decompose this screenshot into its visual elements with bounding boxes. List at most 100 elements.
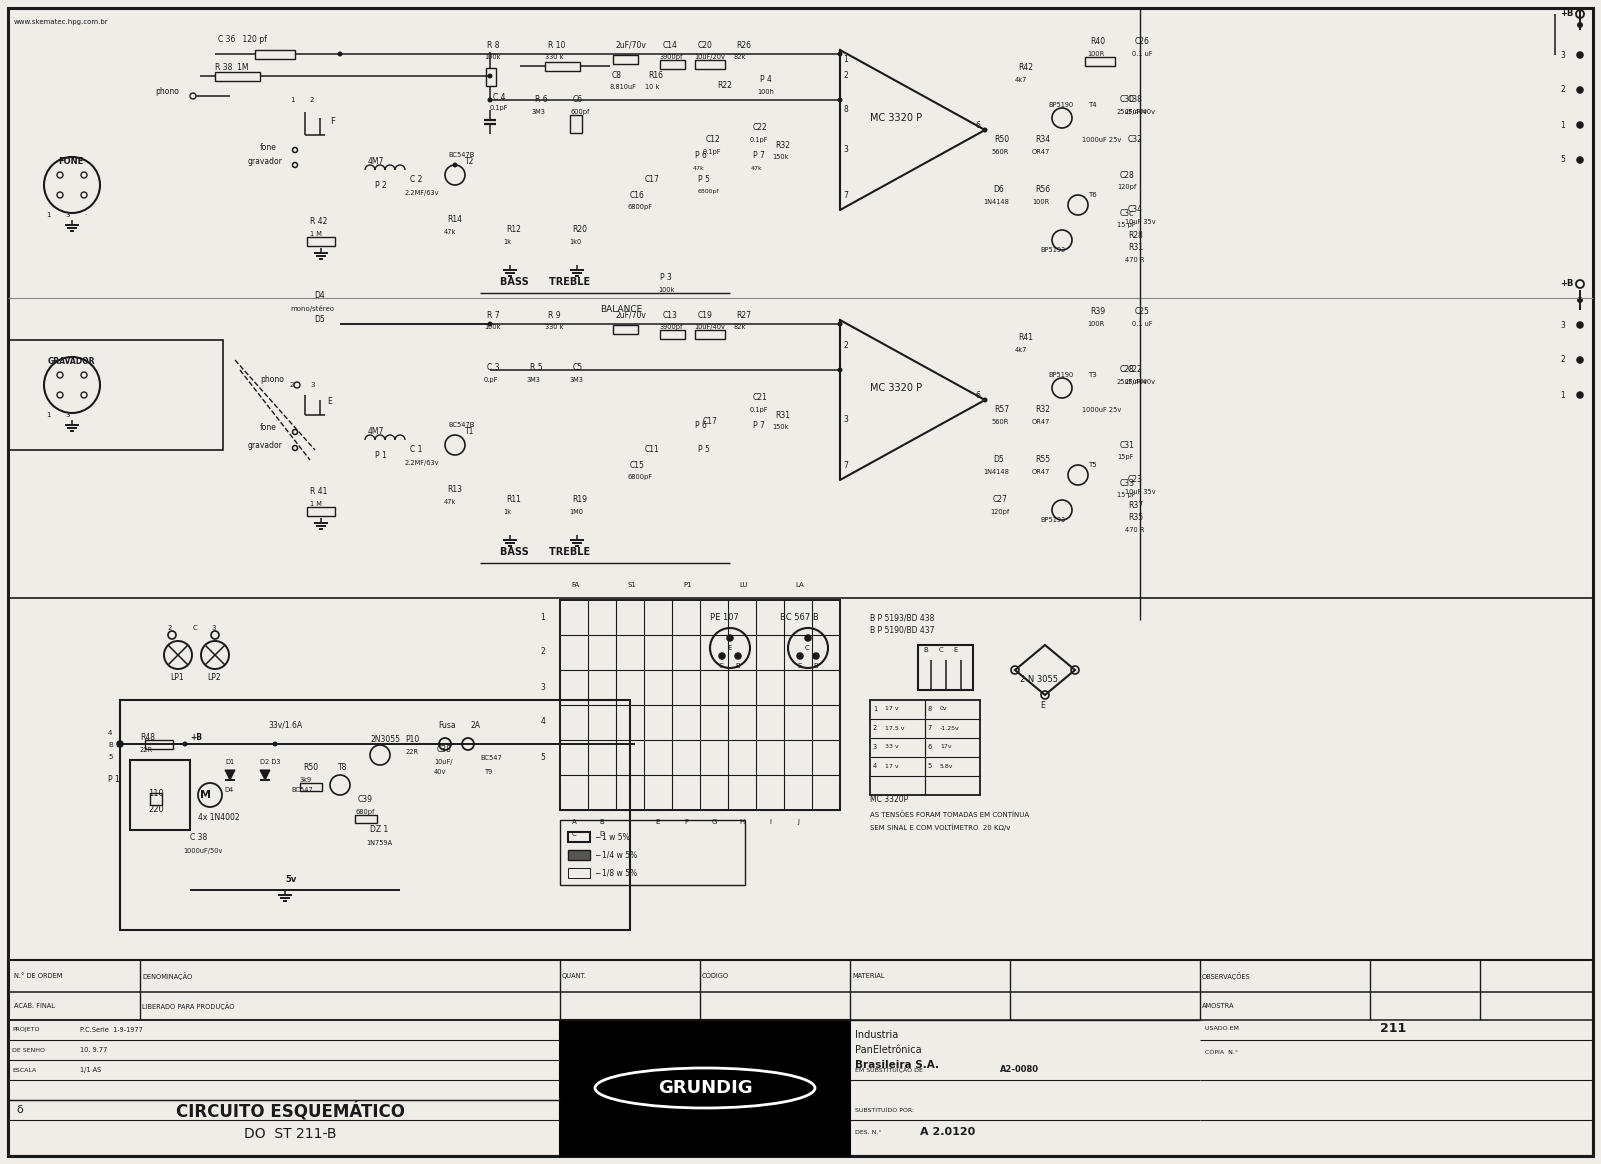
Text: C: C bbox=[938, 647, 943, 653]
Text: R26: R26 bbox=[736, 41, 751, 50]
Text: R32: R32 bbox=[775, 141, 789, 149]
Text: 470 R: 470 R bbox=[1126, 527, 1145, 533]
Text: 3900pf: 3900pf bbox=[660, 54, 684, 61]
Text: ─ 1 w 5%: ─ 1 w 5% bbox=[596, 832, 629, 842]
Text: 2: 2 bbox=[290, 382, 295, 388]
Text: BP5190: BP5190 bbox=[1049, 102, 1073, 108]
Text: C19: C19 bbox=[698, 311, 712, 319]
Text: B: B bbox=[735, 663, 740, 669]
Text: LP1: LP1 bbox=[170, 674, 184, 682]
Text: 40v: 40v bbox=[434, 769, 447, 775]
Text: 2: 2 bbox=[168, 625, 173, 631]
Text: 6: 6 bbox=[975, 121, 980, 129]
Bar bbox=[560, 599, 841, 810]
Text: C21: C21 bbox=[752, 393, 768, 403]
Bar bbox=[660, 61, 685, 69]
Text: 120pf: 120pf bbox=[989, 509, 1009, 514]
Text: gravador: gravador bbox=[248, 157, 283, 166]
Text: OR47: OR47 bbox=[1033, 149, 1050, 155]
Text: 100R: 100R bbox=[1087, 321, 1105, 327]
Text: C 38: C 38 bbox=[191, 833, 207, 843]
Text: D2 D3: D2 D3 bbox=[259, 759, 280, 765]
Text: R19: R19 bbox=[572, 496, 588, 504]
Text: P 4: P 4 bbox=[760, 76, 772, 85]
Text: 3: 3 bbox=[211, 625, 216, 631]
Text: 17 v: 17 v bbox=[885, 707, 898, 711]
Text: 8.810uF: 8.810uF bbox=[608, 84, 636, 90]
Text: P 2: P 2 bbox=[375, 180, 387, 190]
Text: 2uF/70v: 2uF/70v bbox=[615, 41, 645, 50]
Bar bbox=[487, 68, 496, 86]
Text: M: M bbox=[200, 790, 211, 800]
Text: 330 k: 330 k bbox=[544, 54, 564, 61]
Text: BASS      TREBLE: BASS TREBLE bbox=[500, 547, 591, 558]
Text: H: H bbox=[740, 819, 744, 825]
Text: GRUNDIG: GRUNDIG bbox=[658, 1079, 752, 1096]
Text: 0.1pF: 0.1pF bbox=[749, 407, 768, 413]
Text: 10uF/40v: 10uF/40v bbox=[693, 324, 725, 331]
Text: C 4: C 4 bbox=[493, 93, 506, 102]
Text: R 8: R 8 bbox=[487, 41, 500, 50]
Text: D5: D5 bbox=[314, 315, 325, 325]
Text: P1: P1 bbox=[684, 582, 692, 588]
Text: 680pf: 680pf bbox=[355, 809, 375, 815]
Bar bbox=[544, 62, 580, 71]
Text: 2: 2 bbox=[844, 341, 849, 349]
Text: BC547: BC547 bbox=[291, 787, 312, 793]
Text: 17 v: 17 v bbox=[885, 764, 898, 768]
Text: E: E bbox=[797, 663, 802, 669]
Bar bbox=[299, 783, 322, 792]
Text: DO  ST 211-B: DO ST 211-B bbox=[243, 1127, 336, 1141]
Text: C 2: C 2 bbox=[410, 176, 423, 185]
Text: B P 5193/BD 438: B P 5193/BD 438 bbox=[869, 613, 935, 623]
Text: 1/1 AS: 1/1 AS bbox=[80, 1067, 101, 1073]
Text: ·: · bbox=[83, 212, 86, 218]
Bar bbox=[146, 740, 173, 748]
Text: C16: C16 bbox=[631, 191, 645, 199]
Text: P 6: P 6 bbox=[695, 150, 708, 159]
Text: R22: R22 bbox=[717, 80, 732, 90]
Bar bbox=[570, 115, 583, 133]
Text: 100k: 100k bbox=[658, 288, 674, 293]
Bar bbox=[130, 760, 191, 830]
Text: 3M3: 3M3 bbox=[532, 109, 546, 115]
Text: gravador: gravador bbox=[248, 440, 283, 449]
Circle shape bbox=[487, 321, 493, 326]
Text: 0.1 uF: 0.1 uF bbox=[1132, 321, 1153, 327]
Text: BC547: BC547 bbox=[480, 755, 501, 761]
Bar bbox=[8, 960, 1593, 1156]
Text: P 5: P 5 bbox=[698, 446, 709, 454]
Text: 100R: 100R bbox=[1033, 199, 1049, 205]
Text: D: D bbox=[599, 831, 605, 837]
Text: 1000uF/50v: 1000uF/50v bbox=[183, 849, 223, 854]
Circle shape bbox=[183, 741, 187, 746]
Text: E: E bbox=[954, 647, 957, 653]
Text: 0.1pF: 0.1pF bbox=[490, 105, 509, 111]
Text: AS TENSÕES FORAM TOMADAS EM CONTÍNUA: AS TENSÕES FORAM TOMADAS EM CONTÍNUA bbox=[869, 811, 1029, 818]
Text: 10uF 35v: 10uF 35v bbox=[1126, 219, 1156, 225]
Text: 2A: 2A bbox=[471, 721, 480, 730]
Text: R 41: R 41 bbox=[311, 488, 327, 497]
Circle shape bbox=[813, 653, 820, 659]
Text: 2.2MF/63v: 2.2MF/63v bbox=[405, 190, 440, 196]
Bar bbox=[1085, 57, 1114, 66]
Text: 1: 1 bbox=[844, 56, 849, 64]
Text: USADO EM: USADO EM bbox=[1206, 1025, 1239, 1030]
Text: AMOSTRA: AMOSTRA bbox=[1202, 1003, 1234, 1009]
Text: LIBERADO PARA PRODUÇÃO: LIBERADO PARA PRODUÇÃO bbox=[142, 1002, 234, 1010]
Text: 5.8v: 5.8v bbox=[940, 764, 954, 768]
Text: 560R: 560R bbox=[991, 419, 1009, 425]
Text: 2: 2 bbox=[873, 725, 877, 731]
Text: 3: 3 bbox=[844, 146, 849, 155]
Text: 600pf: 600pf bbox=[570, 109, 589, 115]
Text: C14: C14 bbox=[663, 41, 677, 50]
Text: EM SUBSTITUIÇÃO DE: EM SUBSTITUIÇÃO DE bbox=[855, 1067, 922, 1073]
Text: 47k: 47k bbox=[751, 165, 762, 170]
Text: T5: T5 bbox=[1089, 462, 1097, 468]
Text: 3k9: 3k9 bbox=[299, 778, 312, 783]
Text: 220: 220 bbox=[147, 805, 163, 815]
Text: C 3: C 3 bbox=[487, 363, 500, 372]
Text: C28: C28 bbox=[1121, 365, 1135, 375]
Text: OR47: OR47 bbox=[1033, 419, 1050, 425]
Text: CÓDIGO: CÓDIGO bbox=[701, 973, 728, 979]
